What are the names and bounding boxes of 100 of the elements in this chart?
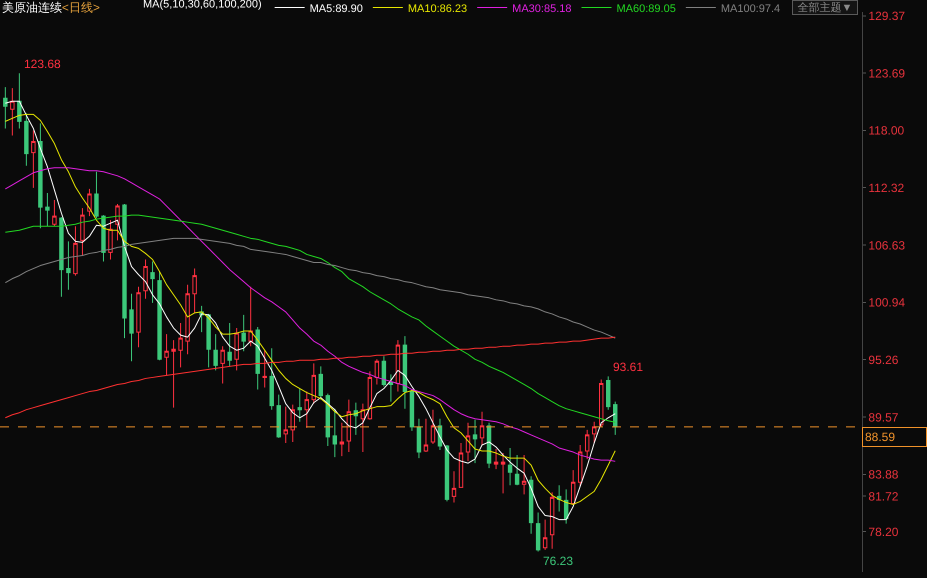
candlestick bbox=[542, 519, 548, 550]
legend-label: MA30:85.18 bbox=[512, 2, 572, 15]
y-tick-label: 83.88 bbox=[868, 468, 899, 482]
candlestick bbox=[129, 293, 134, 362]
text: 123.68 bbox=[24, 57, 61, 71]
candlestick bbox=[73, 226, 78, 276]
candlestick bbox=[66, 240, 71, 290]
candlestick bbox=[10, 88, 15, 136]
legend-label: MA5:89.90 bbox=[310, 2, 363, 15]
candlestick bbox=[556, 484, 562, 512]
candlestick bbox=[143, 258, 148, 300]
candlestick bbox=[255, 326, 260, 390]
y-tick-label: 123.69 bbox=[868, 66, 906, 80]
candlestick bbox=[3, 86, 8, 129]
candlestick bbox=[185, 284, 190, 355]
y-tick-label: 106.63 bbox=[868, 238, 906, 252]
candlestick bbox=[80, 208, 85, 256]
candlestick bbox=[584, 429, 590, 460]
candlestick bbox=[578, 444, 582, 487]
candlestick bbox=[430, 409, 436, 444]
candlestick bbox=[550, 492, 554, 550]
y-tick-label: 81.72 bbox=[868, 489, 899, 504]
candlestick bbox=[270, 348, 274, 410]
candlestick bbox=[500, 452, 506, 494]
candlestick bbox=[374, 358, 380, 385]
candlestick bbox=[360, 403, 366, 453]
candlestick bbox=[290, 404, 295, 442]
y-tick-label: 89.57 bbox=[868, 410, 899, 424]
text: 76.23 bbox=[543, 554, 574, 568]
candlestick bbox=[494, 448, 498, 470]
candlestick bbox=[298, 388, 302, 422]
candlestick bbox=[486, 422, 492, 469]
candlestick bbox=[241, 314, 246, 352]
candlestick bbox=[227, 322, 232, 367]
candlestick bbox=[340, 422, 344, 457]
candlestick bbox=[94, 171, 99, 219]
y-tick-label: 78.20 bbox=[868, 524, 899, 539]
ref-line-label: 88.59 bbox=[865, 430, 896, 444]
candlestick bbox=[606, 376, 610, 410]
candlestick bbox=[87, 188, 92, 217]
y-tick-label: 112.32 bbox=[868, 180, 905, 195]
candlestick bbox=[213, 334, 218, 371]
legend-label: MA100:97.4 bbox=[720, 2, 780, 15]
candlestick bbox=[354, 402, 358, 436]
candlestick bbox=[276, 394, 281, 438]
candlestick bbox=[424, 418, 428, 453]
candlestick bbox=[402, 336, 408, 410]
candlestick bbox=[192, 268, 197, 314]
legend-label: MA10:86.23 bbox=[408, 2, 468, 15]
candlestick bbox=[206, 314, 211, 368]
candlestick bbox=[452, 470, 456, 503]
candlestick bbox=[262, 350, 267, 388]
y-tick-label: 95.26 bbox=[868, 352, 899, 367]
candlestick bbox=[234, 328, 239, 371]
candlestick bbox=[388, 374, 394, 402]
candlestick bbox=[416, 418, 422, 459]
candlestick bbox=[52, 200, 57, 227]
candlestick bbox=[312, 362, 316, 404]
candlestick bbox=[45, 192, 50, 227]
candlestick bbox=[410, 389, 414, 432]
candlestick bbox=[396, 340, 400, 392]
candlestick bbox=[17, 72, 22, 129]
candlestick bbox=[59, 216, 64, 298]
line-series bbox=[4, 238, 616, 339]
candlestick bbox=[508, 448, 512, 486]
candlestick bbox=[472, 419, 478, 464]
candlestick bbox=[368, 370, 372, 420]
text: 93.61 bbox=[613, 360, 644, 374]
candlestick bbox=[171, 340, 176, 408]
candlestick bbox=[522, 454, 526, 495]
candlestick bbox=[326, 393, 330, 446]
candlestick bbox=[466, 422, 470, 462]
candlestick bbox=[24, 112, 29, 166]
candlestick bbox=[458, 442, 464, 488]
candlestick bbox=[304, 391, 309, 428]
candlestick bbox=[592, 421, 596, 444]
candlestick bbox=[178, 322, 183, 368]
candlestick bbox=[570, 470, 576, 505]
candlestick bbox=[157, 271, 162, 361]
candlestick bbox=[248, 286, 253, 347]
y-tick-label: 129.37 bbox=[868, 9, 906, 24]
candlestick bbox=[480, 411, 484, 446]
candlestick bbox=[318, 366, 324, 400]
chart-subtitle: <日线> bbox=[62, 0, 100, 15]
candlestick bbox=[514, 454, 520, 486]
candlestick bbox=[31, 130, 36, 188]
y-tick-label: 118.00 bbox=[868, 124, 905, 138]
candlestick bbox=[150, 261, 155, 304]
candlestick bbox=[164, 334, 169, 376]
candlestick bbox=[613, 401, 618, 436]
candlestick bbox=[528, 476, 534, 534]
candlestick bbox=[38, 122, 43, 229]
candlestick bbox=[382, 356, 386, 388]
candlestick bbox=[599, 378, 604, 428]
candlestick bbox=[220, 346, 225, 384]
candlestick bbox=[564, 488, 568, 524]
text: 全部主题▼ bbox=[798, 1, 852, 14]
candlestick bbox=[536, 512, 540, 552]
candlestick bbox=[332, 408, 338, 458]
candlestick bbox=[136, 286, 141, 348]
